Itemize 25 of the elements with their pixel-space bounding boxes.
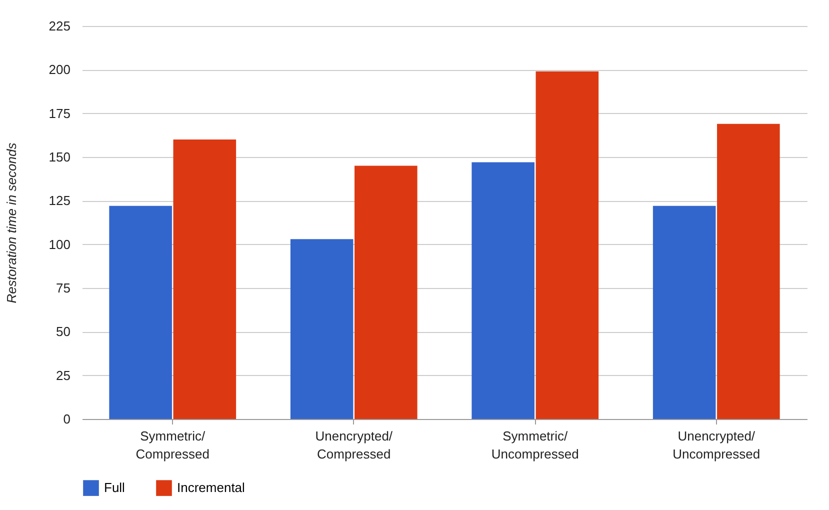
x-tick-label: Unencrypted/Compressed: [315, 428, 393, 462]
legend-label: Incremental: [177, 480, 246, 496]
bar: [652, 206, 716, 419]
x-tick-label: Symmetric/Compressed: [136, 428, 210, 462]
y-tick-label: 50: [56, 324, 70, 340]
y-tick-label: 25: [56, 368, 70, 383]
bar: [472, 162, 534, 419]
bar: [290, 239, 354, 419]
y-tick-label: 200: [48, 62, 70, 78]
x-tick-label: Unencrypted/Uncompressed: [672, 428, 760, 462]
y-tick-label: 175: [48, 106, 70, 121]
y-tick-label: 75: [56, 280, 70, 296]
bar: [173, 140, 236, 419]
y-tick-label: 100: [48, 236, 70, 252]
bar: [717, 124, 780, 419]
x-tick-label: Symmetric/Uncompressed: [491, 428, 579, 462]
y-tick-label: 150: [48, 150, 70, 164]
y-tick-label: 225: [48, 18, 70, 34]
y-axis-title: Restoration time in seconds: [4, 142, 19, 304]
legend-label: Full: [104, 480, 126, 496]
y-tick-label: 0: [63, 412, 70, 426]
bar: [354, 166, 418, 419]
bar: [109, 206, 172, 419]
bar: [536, 71, 599, 419]
y-tick-label: 125: [48, 193, 70, 208]
